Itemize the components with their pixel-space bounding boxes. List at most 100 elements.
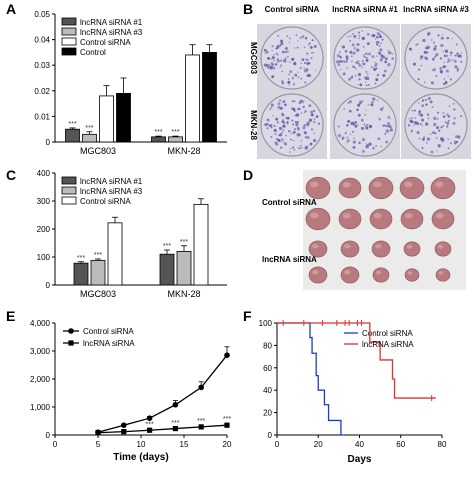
category-label-mgc803: MGC803 xyxy=(80,289,116,299)
data-point-control-sirna xyxy=(121,422,127,429)
colony xyxy=(454,142,457,145)
colony xyxy=(347,119,351,123)
y-tick-label: 0 xyxy=(46,281,51,290)
colony xyxy=(297,146,300,149)
colony xyxy=(339,51,341,54)
colony xyxy=(275,47,277,50)
tumor xyxy=(434,241,452,257)
colony xyxy=(289,70,293,73)
colony xyxy=(342,72,346,76)
colony xyxy=(348,77,351,81)
colony xyxy=(348,109,352,113)
colony xyxy=(279,99,281,102)
colony xyxy=(345,131,347,134)
colony xyxy=(276,59,280,63)
tumor xyxy=(308,240,328,258)
colony xyxy=(277,44,280,47)
colony xyxy=(444,121,447,123)
x-tick-label: 80 xyxy=(438,440,447,449)
colony xyxy=(447,57,449,60)
colony xyxy=(368,142,372,146)
colony xyxy=(358,31,361,34)
survival-curve-control-sirna xyxy=(277,322,346,436)
colony xyxy=(417,43,419,45)
colony xyxy=(299,66,302,70)
y-tick-label: 4,000 xyxy=(30,319,51,328)
colony xyxy=(303,46,306,49)
category-label-mgc803: MGC803 xyxy=(80,146,116,156)
significance-stars: *** xyxy=(197,418,205,425)
colony xyxy=(359,101,362,105)
colony xyxy=(272,115,274,117)
colony xyxy=(293,149,296,151)
tumor xyxy=(369,208,393,230)
colony xyxy=(435,137,438,139)
colony xyxy=(273,129,277,133)
panel-label-d: D xyxy=(243,167,253,183)
colony xyxy=(460,52,463,54)
colony xyxy=(365,84,368,87)
colony xyxy=(270,62,274,66)
colony xyxy=(432,57,435,60)
colony xyxy=(264,52,266,54)
legend-swatch-lncrna-sirna-1 xyxy=(61,176,77,185)
x-tick-label: 40 xyxy=(355,440,364,449)
colony xyxy=(313,118,316,120)
colony xyxy=(370,66,373,69)
colony xyxy=(345,60,348,63)
colony xyxy=(272,66,276,70)
colony xyxy=(365,76,370,80)
tumor xyxy=(305,176,331,200)
x-tick-label: 20 xyxy=(314,440,323,449)
colony xyxy=(356,48,360,52)
colony xyxy=(300,112,303,114)
y-tick-label: 0.04 xyxy=(34,36,50,45)
data-point-control-sirna xyxy=(198,384,204,391)
colony xyxy=(366,144,369,147)
colony xyxy=(436,150,438,152)
colony xyxy=(444,49,449,53)
colony xyxy=(282,124,286,128)
colony xyxy=(358,78,361,81)
colony xyxy=(364,114,366,116)
colony xyxy=(361,137,366,142)
colony xyxy=(371,55,375,59)
legend-label-lncrna-sirna-1: lncRNA siRNA #1 xyxy=(80,177,143,186)
colony xyxy=(263,48,267,52)
colony xyxy=(442,112,445,114)
colony xyxy=(274,141,277,144)
colony xyxy=(439,67,443,70)
y-tick-label: 2,000 xyxy=(30,375,51,384)
colony xyxy=(434,132,437,135)
legend-label-lncrna-sirna-1: lncRNA siRNA #1 xyxy=(80,18,143,27)
colony xyxy=(442,125,445,127)
colony xyxy=(385,140,389,144)
colony xyxy=(292,139,295,142)
colony xyxy=(293,128,297,131)
colony xyxy=(383,69,387,73)
colony xyxy=(357,103,361,107)
colony xyxy=(347,101,350,104)
colony xyxy=(292,83,295,86)
colony xyxy=(357,72,362,77)
colony xyxy=(375,78,379,82)
colony xyxy=(292,146,295,149)
legend-swatch-lncrna-sirna-1 xyxy=(61,17,77,26)
colony xyxy=(454,65,458,69)
colony xyxy=(269,108,271,110)
colony xyxy=(410,129,413,132)
colony xyxy=(384,60,388,64)
colony xyxy=(363,123,366,126)
colony xyxy=(313,138,317,143)
colony xyxy=(421,147,424,150)
colony xyxy=(360,84,363,87)
colony xyxy=(427,33,429,35)
colony xyxy=(387,51,392,55)
colony xyxy=(416,122,419,126)
colony xyxy=(275,117,279,121)
colony xyxy=(366,73,369,76)
colony xyxy=(387,49,389,52)
colony xyxy=(424,98,427,101)
legend-swatch-control-sirna xyxy=(61,37,77,46)
colony xyxy=(288,41,291,43)
